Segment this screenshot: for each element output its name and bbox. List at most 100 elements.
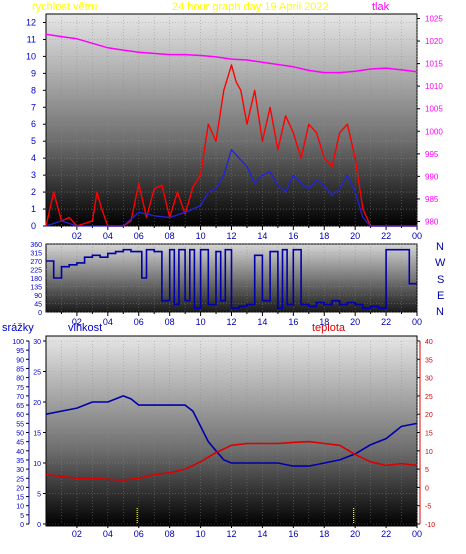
wind-x-tick-label: 16 — [288, 231, 298, 241]
wind-x-tick-label: 08 — [165, 231, 175, 241]
direction-axis-tick-label: 270 — [30, 259, 42, 266]
humidity-axis-tick-label: 30 — [33, 339, 41, 346]
temperature-title: teplota — [312, 322, 346, 334]
rain-axis-tick-label: 45 — [16, 440, 24, 447]
wind-x-tick-label: 20 — [350, 231, 360, 241]
direction-axis-tick-label: 0 — [38, 310, 42, 317]
rain-axis-tick-label: 50 — [16, 431, 24, 438]
wind-axis-tick-label: 2 — [31, 187, 36, 197]
temperature-axis-tick-label: 25 — [425, 394, 433, 401]
pressure-axis-tick-label: 1010 — [425, 82, 443, 91]
direction-x-tick-label: 22 — [381, 317, 391, 327]
pressure-axis-tick-label: 985 — [425, 195, 439, 204]
rain-axis-tick-label: 40 — [16, 449, 24, 456]
rain-axis-tick-label: 70 — [16, 394, 24, 401]
wind-x-tick-label: 12 — [226, 231, 236, 241]
compass-e: E — [437, 290, 444, 302]
climate-x-tick-label: 12 — [226, 529, 236, 539]
pressure-axis-tick-label: 1025 — [425, 15, 443, 24]
compass-n-top: N — [436, 241, 444, 253]
direction-axis-tick-label: 135 — [30, 285, 42, 292]
wind-average-line — [45, 149, 417, 227]
direction-x-tick-label: 18 — [319, 317, 329, 327]
humidity-axis-tick-label: 10 — [33, 461, 41, 468]
wind-axis-tick-label: 1 — [31, 204, 36, 214]
direction-axis-tick-label: 180 — [30, 276, 42, 283]
temperature-axis-tick-label: 30 — [425, 376, 433, 383]
temperature-axis-tick-label: 0 — [425, 485, 429, 492]
pressure-axis-tick-label: 1005 — [425, 105, 443, 114]
wind-axis-tick-label: 12 — [26, 17, 36, 27]
climate-x-tick-label: 20 — [350, 529, 360, 539]
rain-axis-tick-label: 100 — [12, 339, 24, 346]
humidity-title: vlhkost — [68, 322, 102, 334]
climate-x-tick-label: 02 — [72, 529, 82, 539]
wind-speed-title: rychlost větru — [32, 1, 97, 13]
wind-x-tick-label: 18 — [319, 231, 329, 241]
wind-axis-tick-label: 5 — [31, 136, 36, 146]
wind-x-tick-label: 14 — [257, 231, 267, 241]
wind-x-tick-label: 22 — [381, 231, 391, 241]
humidity-axis-tick-label: 5 — [37, 492, 41, 499]
temperature-axis-tick-label: -10 — [425, 522, 435, 529]
pressure-title: tlak — [372, 1, 390, 13]
temperature-axis-tick-label: -5 — [425, 504, 431, 511]
pressure-axis-tick-label: 990 — [425, 172, 439, 181]
wind-gust-line — [45, 64, 417, 227]
rain-axis-tick-label: 10 — [16, 504, 24, 511]
compass-n-bottom: N — [436, 306, 444, 318]
temperature-axis-tick-label: 15 — [425, 431, 433, 438]
pressure-axis-tick-label: 995 — [425, 150, 439, 159]
direction-x-tick-label: 14 — [257, 317, 267, 327]
climate-x-tick-label: 14 — [257, 529, 267, 539]
rain-axis-tick-label: 5 — [20, 513, 24, 520]
direction-x-tick-label: 20 — [350, 317, 360, 327]
wind-x-tick-label: 02 — [72, 231, 82, 241]
pressure-line — [45, 33, 418, 74]
temperature-line — [45, 440, 418, 481]
wind-axis-tick-label: 9 — [31, 68, 36, 78]
climate-x-tick-label: 16 — [288, 529, 298, 539]
temperature-axis-tick-label: 40 — [425, 339, 433, 346]
rain-axis-tick-label: 30 — [16, 467, 24, 474]
compass-w: W — [435, 257, 446, 269]
climate-x-tick-label: 10 — [196, 529, 206, 539]
rain-axis-tick-label: 75 — [16, 385, 24, 392]
rain-axis-tick-label: 0 — [20, 522, 24, 529]
grid-lines — [26, 14, 421, 528]
wind-axis-tick-label: 7 — [31, 102, 36, 112]
chart-marks — [45, 33, 418, 524]
humidity-axis-tick-label: 20 — [33, 400, 41, 407]
pressure-axis-tick-label: 1000 — [425, 127, 443, 136]
rain-axis-tick-label: 55 — [16, 421, 24, 428]
wind-x-tick-label: 06 — [134, 231, 144, 241]
chart-title: 24 hour graph day 19 April 2022 — [172, 1, 329, 13]
rain-axis-tick-label: 25 — [16, 476, 24, 483]
temperature-axis-tick-label: 10 — [425, 449, 433, 456]
direction-axis-tick-label: 315 — [30, 251, 42, 258]
rain-axis-tick-label: 90 — [16, 357, 24, 364]
wind-x-tick-label: 10 — [196, 231, 206, 241]
pressure-axis-tick-label: 1015 — [425, 60, 443, 69]
direction-x-tick-label: 02 — [72, 317, 82, 327]
humidity-axis-tick-label: 0 — [37, 522, 41, 529]
wind-x-tick-label: 04 — [103, 231, 113, 241]
humidity-line — [45, 395, 418, 467]
direction-x-tick-label: 08 — [165, 317, 175, 327]
wind-axis-tick-label: 10 — [26, 51, 36, 61]
rain-axis-tick-label: 35 — [16, 458, 24, 465]
temperature-axis-tick-label: 5 — [425, 467, 429, 474]
direction-line — [46, 248, 417, 309]
rain-axis-tick-label: 20 — [16, 485, 24, 492]
temperature-axis-tick-label: 20 — [425, 412, 433, 419]
wind-axis-tick-label: 11 — [27, 34, 36, 44]
climate-x-tick-label: 00 — [412, 529, 422, 539]
rain-axis-tick-label: 85 — [16, 366, 24, 373]
climate-x-tick-label: 08 — [165, 529, 175, 539]
rain-title: srážky — [2, 322, 34, 334]
direction-axis-tick-label: 360 — [30, 242, 42, 249]
direction-x-tick-label: 00 — [412, 317, 422, 327]
humidity-axis-tick-label: 15 — [33, 431, 41, 438]
direction-x-tick-label: 16 — [288, 317, 298, 327]
